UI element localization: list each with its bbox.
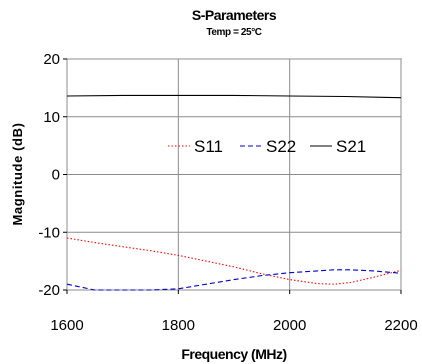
x-axis-label: Frequency (MHz) [181, 346, 286, 362]
y-axis-label: Magnitude (dB) [10, 123, 25, 226]
y-tick-label: 10 [43, 109, 60, 126]
series-line-s22 [66, 269, 402, 291]
x-tick-label: 2000 [273, 317, 306, 334]
legend: S11 S22 S21 [168, 137, 366, 156]
legend-label-s21: S21 [336, 137, 366, 156]
tick-labels: -20 -10 0 10 20 1600 1800 2000 2200 [38, 51, 417, 334]
series-line-s11 [66, 237, 402, 285]
x-tick-label: 1600 [50, 317, 83, 334]
legend-label-s22: S22 [266, 137, 296, 156]
y-tick-label: -20 [38, 282, 60, 299]
legend-label-s11: S11 [194, 137, 223, 156]
y-tick-label: 20 [43, 51, 60, 68]
y-tick-label: -10 [38, 224, 60, 241]
series-line-s21 [66, 94, 402, 99]
series-lines [66, 94, 402, 291]
chart-title: S-Parameters [192, 7, 277, 23]
x-tick-label: 1800 [162, 317, 195, 334]
y-tick-label: 0 [52, 167, 60, 184]
grid-lines [66, 58, 402, 291]
x-tick-label: 2200 [384, 317, 417, 334]
chart-subtitle: Temp = 25°C [206, 27, 261, 38]
